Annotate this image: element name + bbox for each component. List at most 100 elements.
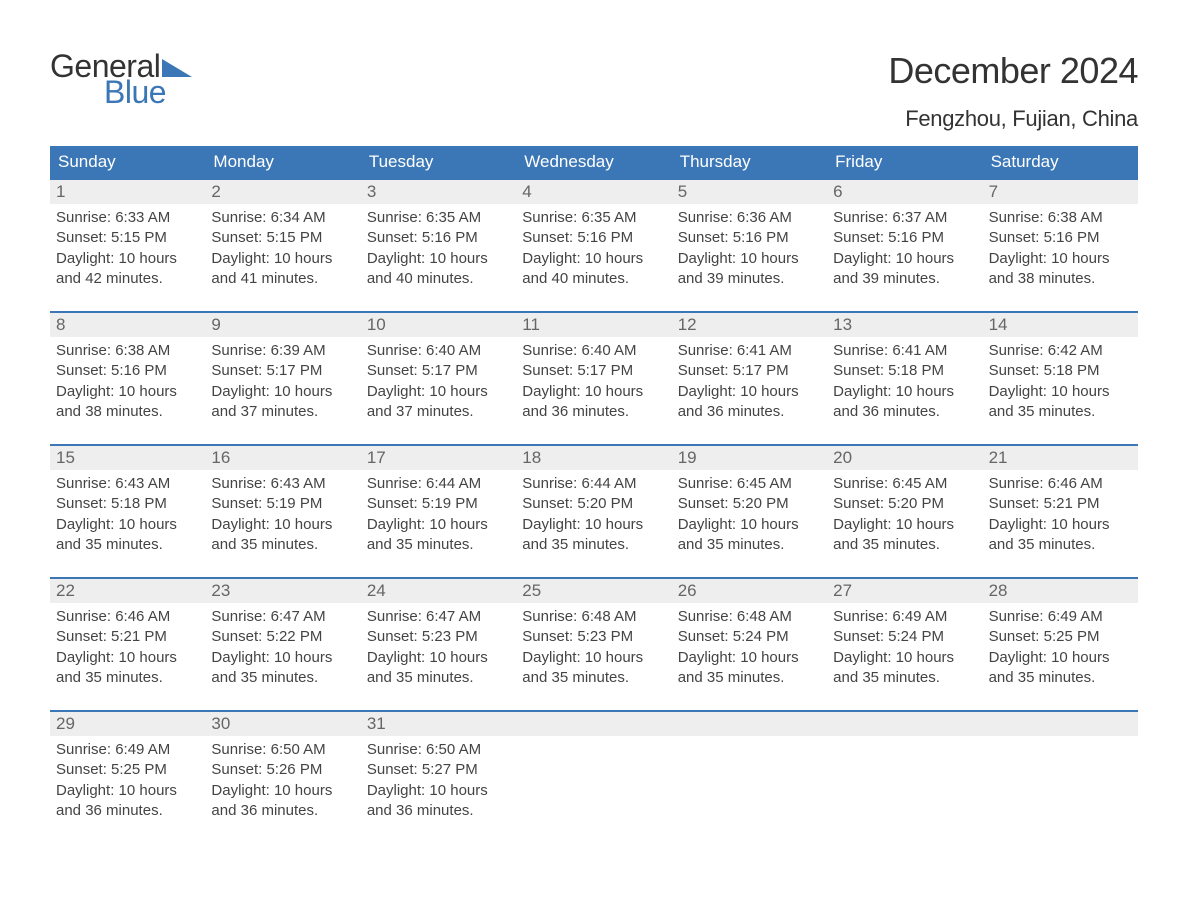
day-number: 9: [205, 313, 360, 337]
calendar-week: 891011121314Sunrise: 6:38 AMSunset: 5:16…: [50, 311, 1138, 426]
day-number-row: 22232425262728: [50, 579, 1138, 603]
calendar-week: 22232425262728Sunrise: 6:46 AMSunset: 5:…: [50, 577, 1138, 692]
daylight-line: Daylight: 10 hours and 42 minutes.: [56, 249, 199, 290]
day-body-row: Sunrise: 6:49 AMSunset: 5:25 PM Daylight:…: [50, 736, 1138, 825]
sunset-line: Sunset: 5:16 PM: [678, 228, 821, 248]
daylight-line: Daylight: 10 hours and 40 minutes.: [367, 249, 510, 290]
day-cell: Sunrise: 6:50 AMSunset: 5:26 PMDaylight:…: [205, 736, 360, 825]
sunrise-line: Sunrise: 6:48 AM: [522, 607, 665, 627]
sunrise-line: Sunrise: 6:35 AM: [522, 208, 665, 228]
day-cell: Sunrise: 6:49 AMSunset: 5:24 PMDaylight:…: [827, 603, 982, 692]
day-body-row: Sunrise: 6:33 AM Sunset: 5:15 PM Daylight:…: [50, 204, 1138, 293]
day-number: 31: [361, 712, 516, 736]
sunset-line: Sunset: 5:22 PM: [211, 627, 354, 647]
day-cell: Sunrise: 6:43 AMSunset: 5:19 PMDaylight:…: [205, 470, 360, 559]
day-number: 28: [983, 579, 1138, 603]
day-cell: Sunrise: 6:49 AMSunset: 5:25 PMDaylight:…: [983, 603, 1138, 692]
day-cell: [983, 736, 1138, 825]
day-cell: Sunrise: 6:48 AMSunset: 5:23 PMDaylight:…: [516, 603, 671, 692]
sunset-line: Sunset: 5:18 PM: [989, 361, 1132, 381]
sunset-line: Sunset: 5:25 PM: [56, 760, 199, 780]
sunrise-line: Sunrise: 6:41 AM: [833, 341, 976, 361]
sunset-line: Sunset: 5:21 PM: [989, 494, 1132, 514]
sunset-line: Sunset: 5:23 PM: [522, 627, 665, 647]
sunset-line: Sunset: 5:18 PM: [833, 361, 976, 381]
day-number-row: 891011121314: [50, 313, 1138, 337]
daylight-line: Daylight: 10 hours and 36 minutes.: [833, 382, 976, 423]
daylight-line: Daylight: 10 hours and 35 minutes.: [678, 515, 821, 556]
day-number: 26: [672, 579, 827, 603]
sunrise-line: Sunrise: 6:48 AM: [678, 607, 821, 627]
day-body-row: Sunrise: 6:46 AMSunset: 5:21 PM Daylight:…: [50, 603, 1138, 692]
day-cell: Sunrise: 6:38 AMSunset: 5:16 PMDaylight:…: [50, 337, 205, 426]
weekday-header: Sunday: [50, 146, 205, 178]
sunrise-line: Sunrise: 6:33 AM: [56, 208, 199, 228]
weekday-header: Friday: [827, 146, 982, 178]
day-cell: Sunrise: 6:44 AMSunset: 5:20 PMDaylight:…: [516, 470, 671, 559]
sunset-line: Sunset: 5:21 PM: [56, 627, 199, 647]
daylight-line: Daylight: 10 hours and 35 minutes.: [989, 382, 1132, 423]
day-cell: Sunrise: 6:40 AMSunset: 5:17 PMDaylight:…: [516, 337, 671, 426]
day-cell: Sunrise: 6:49 AMSunset: 5:25 PMDaylight:…: [50, 736, 205, 825]
day-number: 2: [205, 180, 360, 204]
daylight-line: Daylight: 10 hours and 36 minutes.: [211, 781, 354, 822]
sunrise-line: Sunrise: 6:37 AM: [833, 208, 976, 228]
sunrise-line: Sunrise: 6:39 AM: [211, 341, 354, 361]
sunrise-line: Sunrise: 6:50 AM: [211, 740, 354, 760]
day-number: 11: [516, 313, 671, 337]
sunset-line: Sunset: 5:20 PM: [833, 494, 976, 514]
day-number: [983, 712, 1138, 736]
sunrise-line: Sunrise: 6:49 AM: [56, 740, 199, 760]
day-cell: Sunrise: 6:34 AMSunset: 5:15 PMDaylight:…: [205, 204, 360, 293]
day-cell: Sunrise: 6:37 AMSunset: 5:16 PMDaylight:…: [827, 204, 982, 293]
day-number: [827, 712, 982, 736]
sunrise-line: Sunrise: 6:45 AM: [833, 474, 976, 494]
day-cell: Sunrise: 6:45 AMSunset: 5:20 PMDaylight:…: [672, 470, 827, 559]
day-number: 8: [50, 313, 205, 337]
daylight-line: Daylight: 10 hours and 35 minutes.: [211, 648, 354, 689]
day-number: 18: [516, 446, 671, 470]
sunset-line: Sunset: 5:17 PM: [367, 361, 510, 381]
sunrise-line: Sunrise: 6:50 AM: [367, 740, 510, 760]
daylight-line: Daylight: 10 hours and 35 minutes.: [56, 515, 199, 556]
day-cell: [827, 736, 982, 825]
day-cell: Sunrise: 6:36 AMSunset: 5:16 PMDaylight:…: [672, 204, 827, 293]
sunrise-line: Sunrise: 6:49 AM: [989, 607, 1132, 627]
day-cell: Sunrise: 6:40 AMSunset: 5:17 PMDaylight:…: [361, 337, 516, 426]
sunset-line: Sunset: 5:15 PM: [211, 228, 354, 248]
daylight-line: Daylight: 10 hours and 36 minutes.: [522, 382, 665, 423]
sunrise-line: Sunrise: 6:43 AM: [211, 474, 354, 494]
sunrise-line: Sunrise: 6:49 AM: [833, 607, 976, 627]
day-cell: Sunrise: 6:44 AMSunset: 5:19 PMDaylight:…: [361, 470, 516, 559]
sunset-line: Sunset: 5:19 PM: [367, 494, 510, 514]
sunset-line: Sunset: 5:24 PM: [833, 627, 976, 647]
sunrise-line: Sunrise: 6:38 AM: [989, 208, 1132, 228]
daylight-line: Daylight: 10 hours and 39 minutes.: [833, 249, 976, 290]
sunset-line: Sunset: 5:16 PM: [522, 228, 665, 248]
daylight-line: Daylight: 10 hours and 36 minutes.: [678, 382, 821, 423]
day-number: 22: [50, 579, 205, 603]
daylight-line: Daylight: 10 hours and 35 minutes.: [522, 648, 665, 689]
sunset-line: Sunset: 5:16 PM: [989, 228, 1132, 248]
day-number: [672, 712, 827, 736]
day-cell: Sunrise: 6:47 AMSunset: 5:23 PMDaylight:…: [361, 603, 516, 692]
sunrise-line: Sunrise: 6:46 AM: [56, 607, 199, 627]
calendar-week: 15161718192021Sunrise: 6:43 AMSunset: 5:…: [50, 444, 1138, 559]
sunset-line: Sunset: 5:17 PM: [211, 361, 354, 381]
day-number: 16: [205, 446, 360, 470]
daylight-line: Daylight: 10 hours and 35 minutes.: [989, 648, 1132, 689]
day-cell: Sunrise: 6:41 AMSunset: 5:18 PMDaylight:…: [827, 337, 982, 426]
daylight-line: Daylight: 10 hours and 38 minutes.: [989, 249, 1132, 290]
sunset-line: Sunset: 5:16 PM: [367, 228, 510, 248]
sunrise-line: Sunrise: 6:45 AM: [678, 474, 821, 494]
day-number: 4: [516, 180, 671, 204]
calendar-week: 1234567Sunrise: 6:33 AMSunset: 5:15 PMDa…: [50, 178, 1138, 293]
daylight-line: Daylight: 10 hours and 35 minutes.: [678, 648, 821, 689]
day-cell: Sunrise: 6:35 AMSunset: 5:16 PMDaylight:…: [361, 204, 516, 293]
day-cell: Sunrise: 6:43 AMSunset: 5:18 PMDaylight:…: [50, 470, 205, 559]
sunset-line: Sunset: 5:20 PM: [522, 494, 665, 514]
daylight-line: Daylight: 10 hours and 38 minutes.: [56, 382, 199, 423]
sunset-line: Sunset: 5:17 PM: [522, 361, 665, 381]
day-number: 17: [361, 446, 516, 470]
daylight-line: Daylight: 10 hours and 39 minutes.: [678, 249, 821, 290]
